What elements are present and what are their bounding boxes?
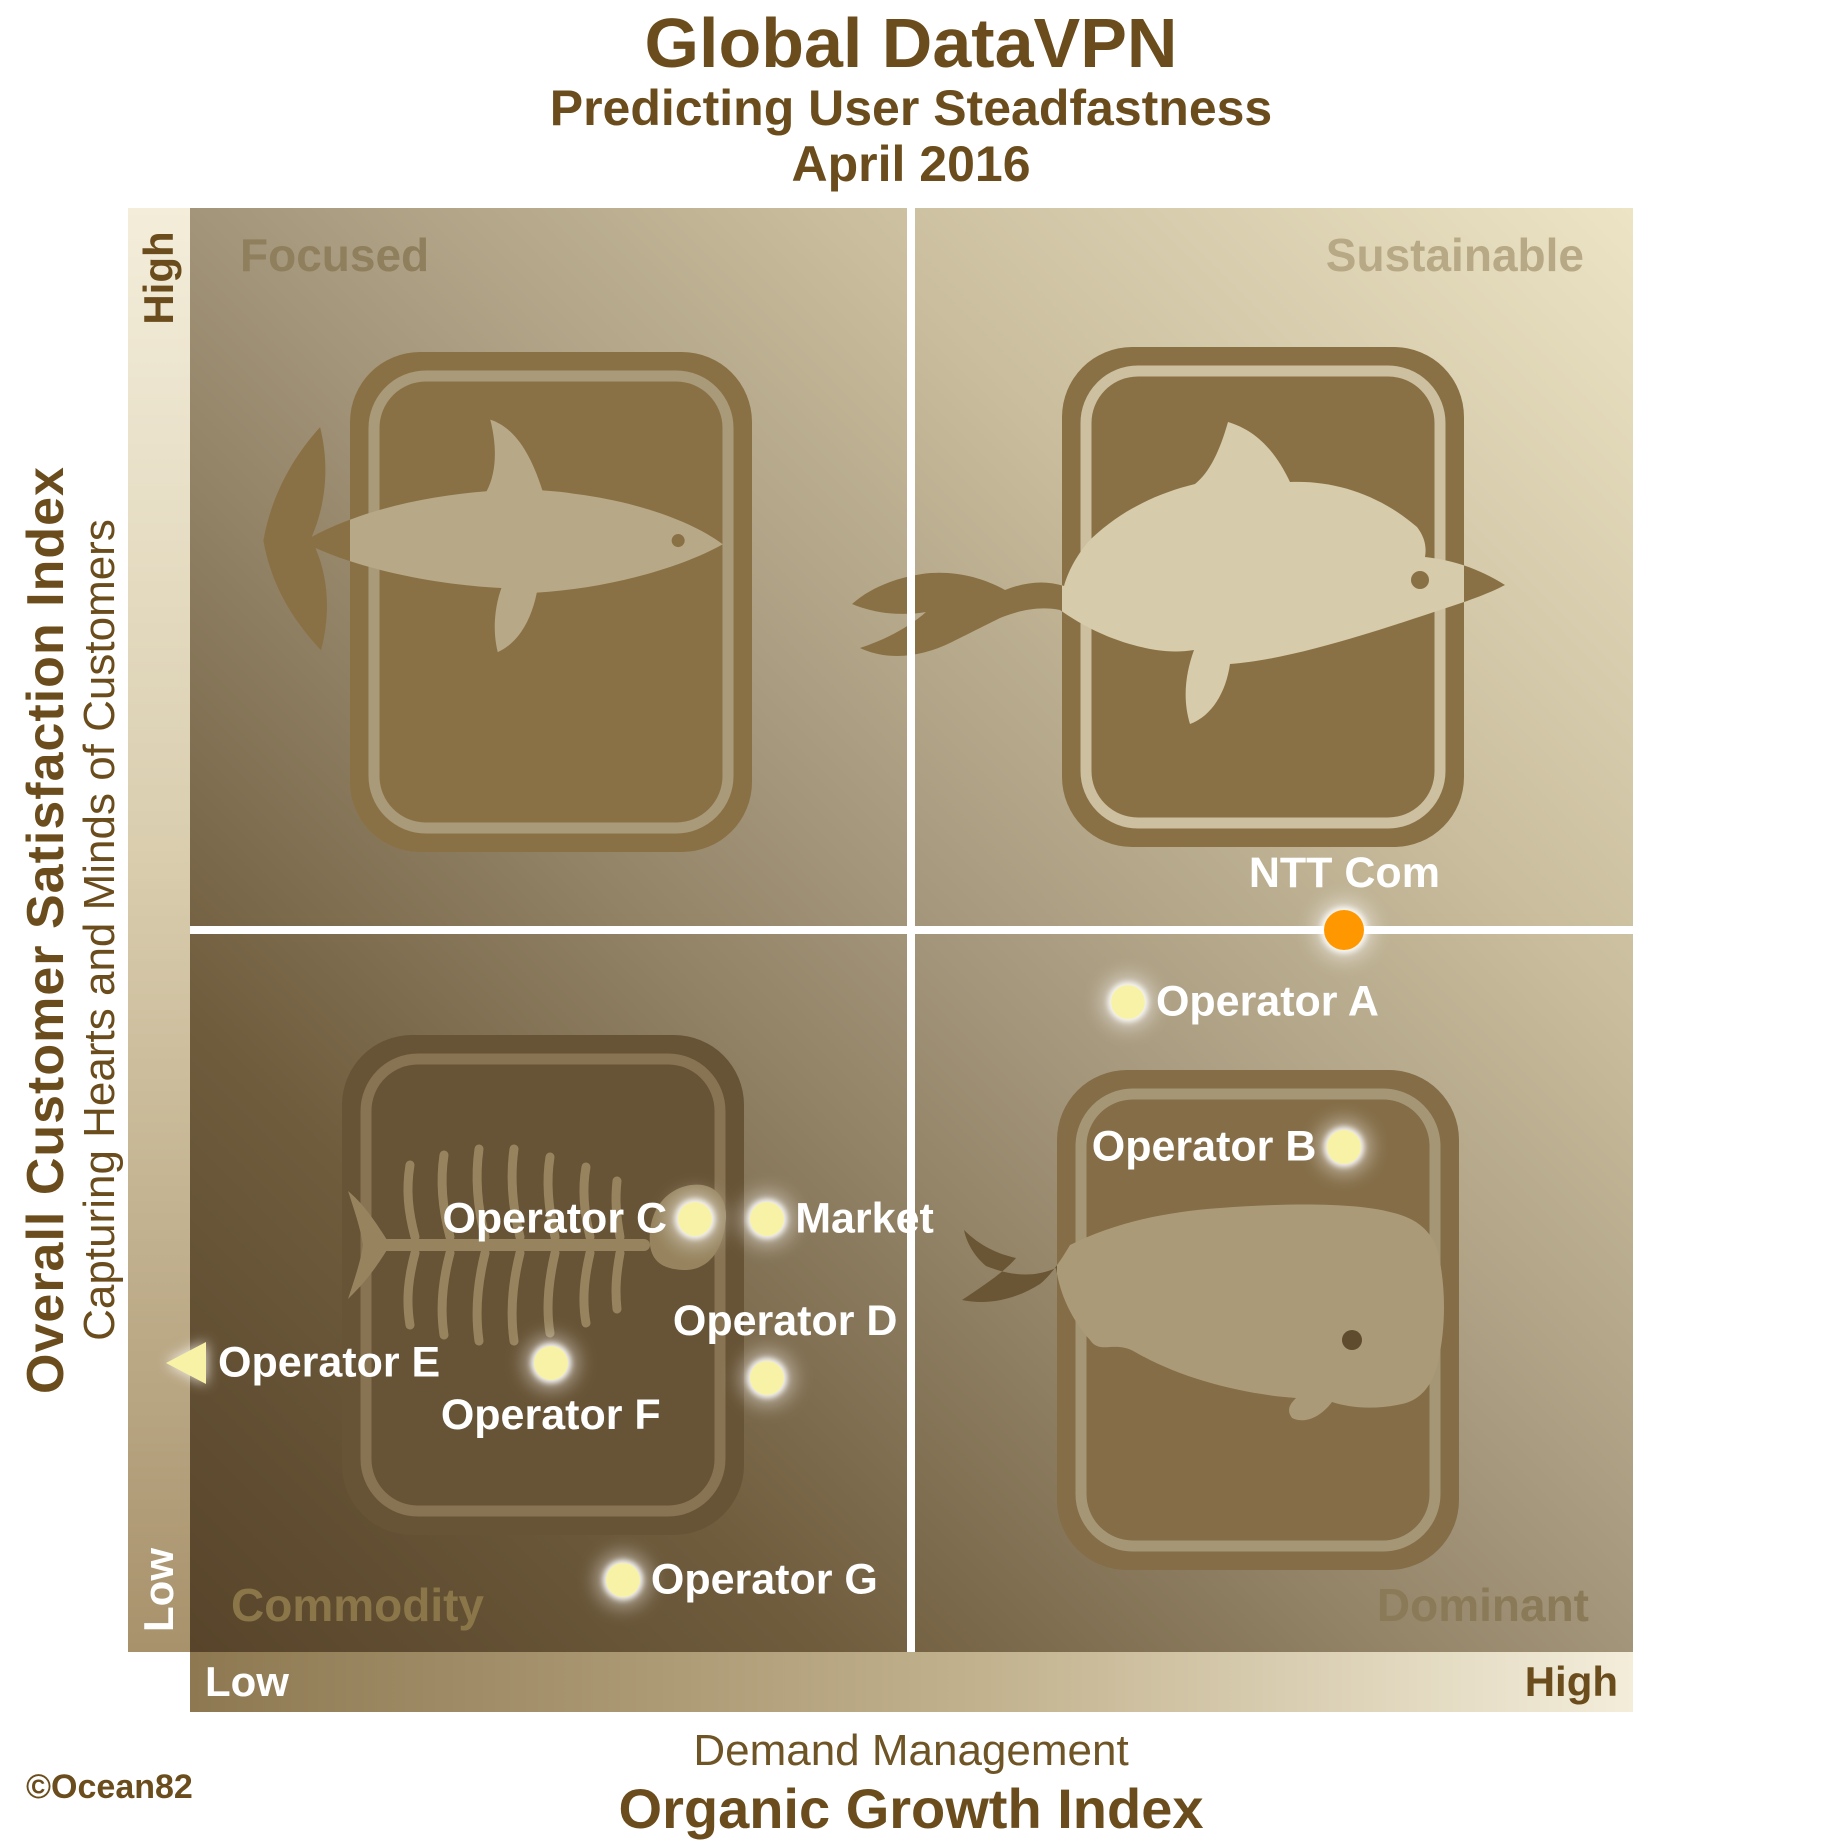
- data-point-ntt-com: [1324, 910, 1365, 950]
- data-point-operator-g: [605, 1562, 640, 1597]
- data-point-operator-b: [1327, 1129, 1362, 1164]
- x-axis-subtitle: Demand Management: [693, 1726, 1129, 1775]
- dolphin-icon: [852, 347, 1505, 847]
- data-point-market: [750, 1201, 785, 1236]
- data-point-label-operator-d: Operator D: [672, 1296, 898, 1345]
- data-point-label-operator-c: Operator C: [442, 1194, 668, 1243]
- quadrant-label-focused: Focused: [240, 229, 430, 281]
- data-point-operator-f: [533, 1346, 568, 1381]
- data-point-label-operator-a: Operator A: [1155, 977, 1379, 1026]
- x-axis-high-label: High: [1524, 1658, 1618, 1705]
- data-point-label-ntt-com: NTT Com: [1248, 849, 1440, 897]
- credit-text: ©Ocean82: [26, 1768, 193, 1806]
- data-point-label-operator-f: Operator F: [440, 1391, 661, 1440]
- data-point-operator-c: [678, 1201, 713, 1236]
- data-point-operator-e: [166, 1342, 206, 1385]
- horizontal-midline: [190, 926, 1633, 934]
- data-point-label-operator-e: Operator E: [218, 1338, 441, 1387]
- data-point-label-operator-b: Operator B: [1091, 1122, 1317, 1171]
- shark-icon: [263, 352, 752, 852]
- page-title-line2: Predicting User Steadfastness: [549, 80, 1273, 136]
- quadrant-label-commodity: Commodity: [231, 1579, 484, 1631]
- quadrant-label-dominant: Dominant: [1376, 1579, 1589, 1631]
- page-title: Global DataVPN Predicting User Steadfast…: [550, 6, 1273, 192]
- page-title-line1: Global DataVPN: [644, 4, 1178, 82]
- whale-icon: [962, 1070, 1459, 1570]
- y-axis-strip: [128, 208, 190, 1652]
- quadrant-label-sustainable: Sustainable: [1325, 229, 1584, 281]
- data-point-operator-a: [1110, 985, 1145, 1020]
- x-axis-low-label: Low: [205, 1658, 289, 1705]
- page-title-line3: April 2016: [791, 136, 1031, 192]
- x-axis-strip: [190, 1652, 1633, 1712]
- data-point-label-market: Market: [795, 1194, 934, 1243]
- data-point-label-operator-g: Operator G: [650, 1555, 878, 1604]
- data-point-operator-d: [750, 1360, 785, 1395]
- x-axis-title: Organic Growth Index: [618, 1777, 1204, 1840]
